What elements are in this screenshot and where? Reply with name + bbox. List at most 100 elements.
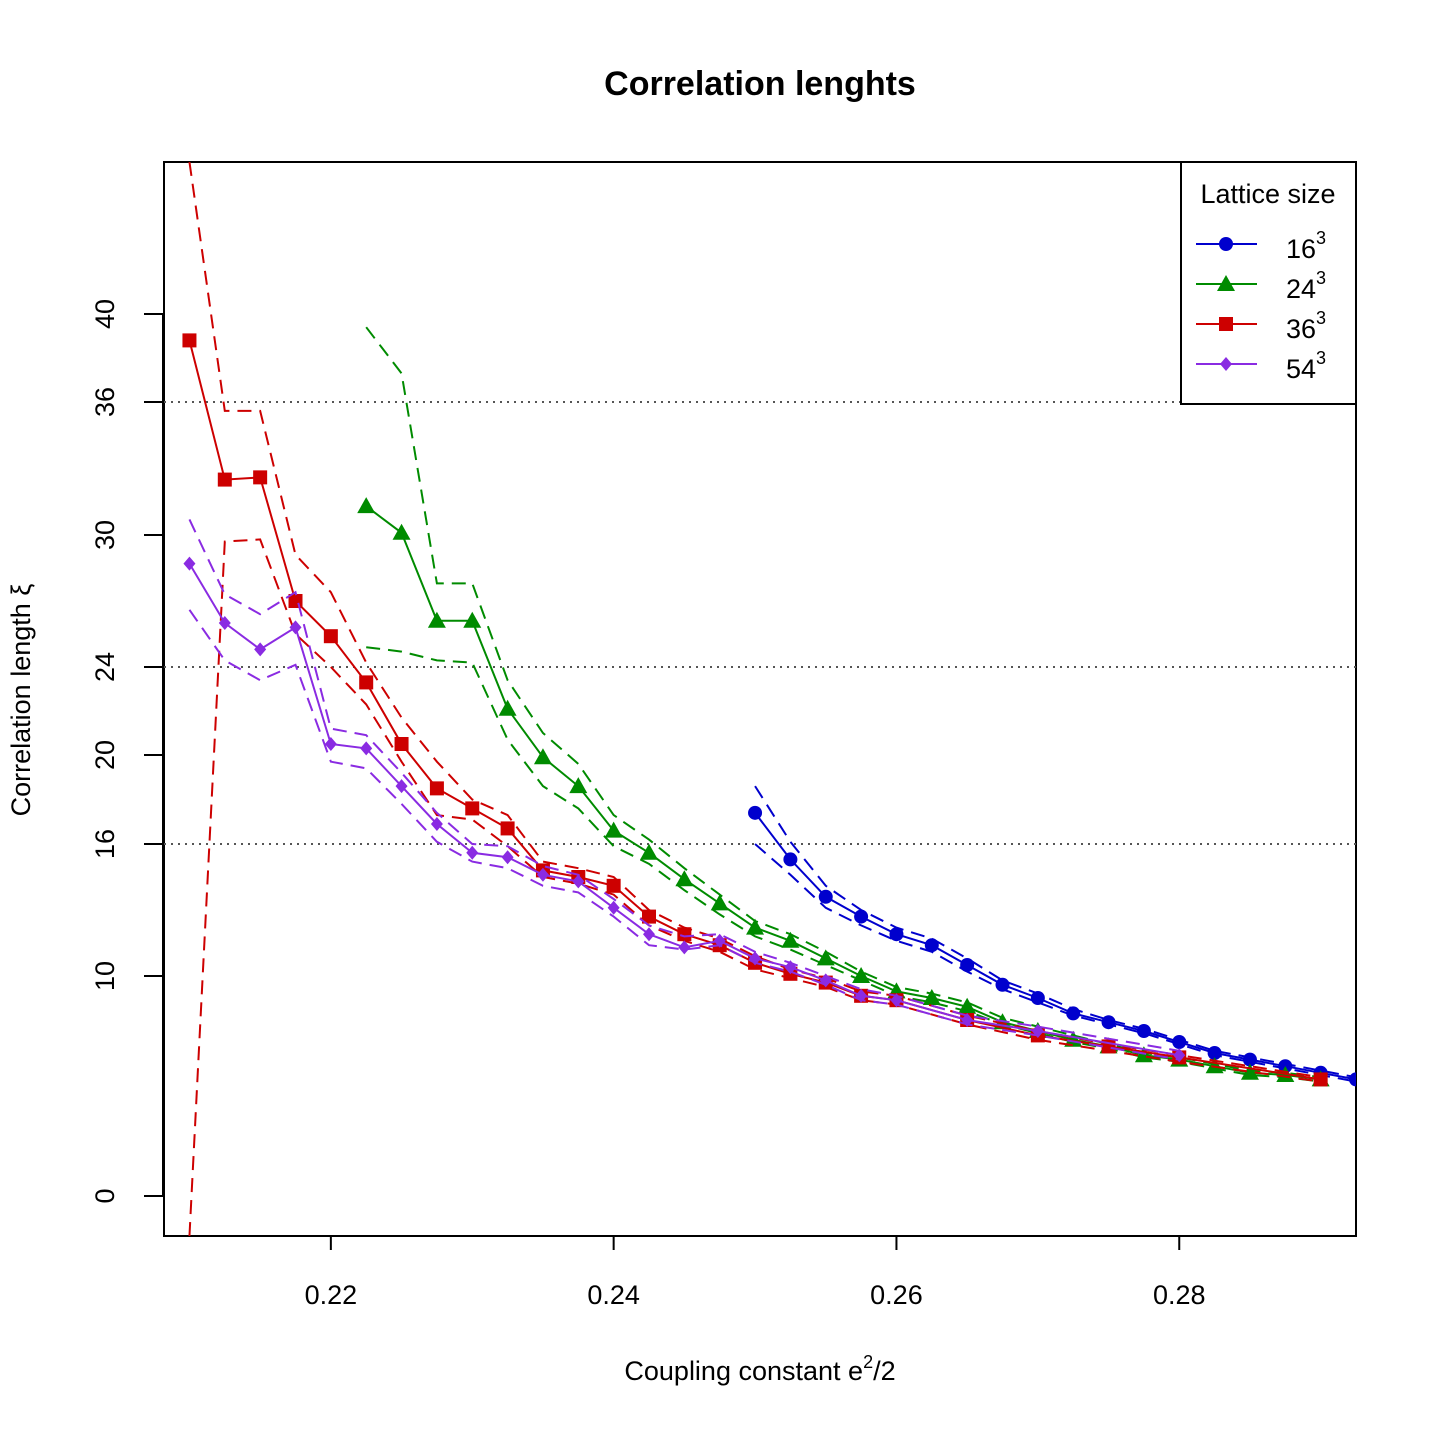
data-point bbox=[642, 909, 657, 924]
legend-label: 163 bbox=[1286, 228, 1326, 264]
data-point bbox=[855, 988, 868, 1003]
data-point bbox=[254, 642, 267, 657]
data-point bbox=[607, 900, 620, 915]
data-point bbox=[1219, 317, 1233, 331]
data-point bbox=[360, 741, 373, 756]
legend-label: 243 bbox=[1286, 268, 1326, 304]
reference-lines bbox=[164, 401, 1356, 845]
data-point bbox=[640, 843, 659, 860]
data-point bbox=[961, 1013, 974, 1027]
data-point bbox=[218, 616, 231, 630]
x-tick-label: 0.24 bbox=[587, 1280, 640, 1310]
x-tick-label: 0.28 bbox=[1153, 1280, 1206, 1310]
data-point bbox=[183, 556, 196, 571]
data-point bbox=[1173, 1048, 1186, 1063]
x-axis-label-rest: /2 bbox=[873, 1356, 896, 1386]
data-point bbox=[1136, 1024, 1151, 1038]
x-tick-label: 0.22 bbox=[305, 1280, 358, 1310]
data-point bbox=[784, 960, 797, 975]
x-axis-label: Coupling constant e2/2 bbox=[624, 1352, 895, 1386]
data-point bbox=[854, 909, 869, 924]
data-point bbox=[429, 781, 444, 796]
data-point bbox=[182, 333, 197, 348]
data-point bbox=[1205, 1057, 1224, 1074]
legend: Lattice size 163 243 363 543 bbox=[1180, 161, 1357, 405]
y-tick-label: 40 bbox=[90, 299, 120, 329]
data-point bbox=[357, 497, 376, 514]
data-point bbox=[430, 816, 443, 831]
data-point bbox=[463, 611, 482, 628]
data-point bbox=[392, 523, 411, 540]
legend-title: Lattice size bbox=[1200, 179, 1335, 209]
y-tick-label: 30 bbox=[90, 520, 120, 550]
error-band-lower bbox=[366, 646, 1321, 1083]
data-point bbox=[427, 611, 446, 628]
data-point bbox=[604, 821, 623, 838]
legend-entries: 163 243 363 543 bbox=[1196, 228, 1326, 384]
series-square bbox=[182, 162, 1328, 1236]
data-point bbox=[1031, 1024, 1044, 1038]
data-point bbox=[746, 918, 765, 935]
error-band-lower bbox=[188, 538, 1321, 1236]
error-band-upper bbox=[365, 326, 1321, 1079]
error-band-upper bbox=[754, 785, 1356, 1079]
data-point bbox=[1207, 1046, 1222, 1060]
data-point bbox=[289, 620, 302, 635]
data-point bbox=[678, 940, 691, 955]
data-point bbox=[1219, 237, 1233, 251]
y-tick-label: 24 bbox=[90, 652, 120, 682]
series-layer bbox=[182, 162, 1356, 1236]
data-point bbox=[677, 927, 692, 942]
data-point bbox=[816, 949, 835, 966]
data-point bbox=[924, 938, 939, 953]
data-point bbox=[1242, 1052, 1257, 1067]
y-tick-label: 10 bbox=[90, 961, 120, 991]
x-axis: 0.22 0.24 0.26 0.28 bbox=[305, 1235, 1206, 1310]
data-point bbox=[253, 470, 268, 485]
y-tick-label: 36 bbox=[90, 387, 120, 417]
legend-label: 543 bbox=[1286, 348, 1326, 384]
plot-frame bbox=[163, 161, 1357, 1237]
data-point bbox=[995, 977, 1010, 992]
data-point bbox=[922, 989, 941, 1005]
data-point bbox=[852, 967, 871, 983]
data-point bbox=[710, 894, 729, 911]
data-point bbox=[1240, 1063, 1259, 1080]
data-point bbox=[324, 737, 337, 751]
data-point bbox=[958, 997, 977, 1014]
data-point bbox=[781, 931, 800, 948]
error-band-lower bbox=[188, 609, 1180, 1061]
data-point bbox=[783, 852, 798, 867]
series-diamond bbox=[183, 519, 1186, 1063]
y-axis-label: Correlation length ξ bbox=[6, 584, 36, 817]
data-point bbox=[960, 958, 975, 972]
data-point bbox=[890, 993, 903, 1008]
data-point bbox=[675, 870, 694, 887]
legend-label: 363 bbox=[1286, 308, 1326, 344]
data-point bbox=[1217, 275, 1235, 291]
data-point bbox=[500, 821, 515, 836]
chart-title: Correlation lenghts bbox=[604, 65, 916, 103]
data-point bbox=[748, 805, 763, 820]
data-point bbox=[1030, 991, 1045, 1005]
data-point bbox=[818, 889, 833, 904]
series-triangle bbox=[357, 326, 1330, 1087]
data-point bbox=[643, 927, 656, 942]
data-point bbox=[1172, 1035, 1187, 1049]
data-point bbox=[1220, 357, 1232, 371]
error-band-upper bbox=[188, 162, 1321, 1079]
data-point bbox=[569, 777, 588, 794]
data-point bbox=[1101, 1015, 1116, 1030]
data-point bbox=[359, 675, 374, 690]
data-point bbox=[713, 933, 726, 948]
data-point bbox=[395, 779, 408, 794]
data-point bbox=[819, 973, 832, 988]
data-point bbox=[749, 951, 762, 966]
data-point bbox=[533, 748, 552, 765]
data-point bbox=[572, 874, 585, 889]
x-axis-label-sup: 2 bbox=[863, 1352, 873, 1372]
series-circle bbox=[748, 785, 1356, 1087]
data-point bbox=[323, 629, 338, 644]
data-point bbox=[501, 850, 514, 865]
